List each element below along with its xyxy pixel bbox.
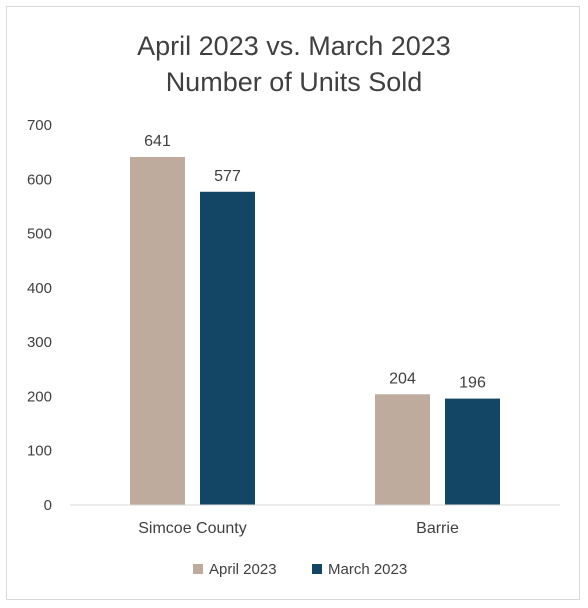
y-tick-label: 100 (27, 443, 52, 460)
y-tick-label: 600 (27, 171, 52, 188)
data-label: 196 (459, 375, 486, 392)
y-tick-label: 0 (44, 497, 52, 514)
legend: April 2023 March 2023 (193, 561, 407, 578)
y-axis: 0 100 200 300 400 500 600 700 (27, 117, 52, 514)
legend-label: April 2023 (209, 561, 277, 578)
bar (375, 394, 430, 505)
data-label: 204 (389, 370, 416, 387)
data-label: 641 (144, 133, 171, 150)
chart-title-line-2: Number of Units Sold (166, 67, 423, 97)
bar (445, 398, 500, 505)
y-tick-label: 200 (27, 388, 52, 405)
y-tick-label: 400 (27, 280, 52, 297)
x-category-label: Barrie (416, 520, 459, 537)
legend-swatch (193, 564, 203, 574)
y-tick-label: 300 (27, 334, 52, 351)
x-axis: Simcoe County Barrie (138, 520, 459, 537)
bars: 641 577 204 196 (130, 133, 500, 505)
chart-title-line-1: April 2023 vs. March 2023 (137, 31, 451, 61)
y-tick-label: 500 (27, 226, 52, 243)
legend-label: March 2023 (328, 561, 407, 578)
x-category-label: Simcoe County (138, 520, 247, 537)
bar (200, 191, 255, 505)
y-tick-label: 700 (27, 117, 52, 134)
legend-swatch (312, 564, 322, 574)
bar (130, 157, 185, 505)
data-label: 577 (214, 168, 241, 185)
